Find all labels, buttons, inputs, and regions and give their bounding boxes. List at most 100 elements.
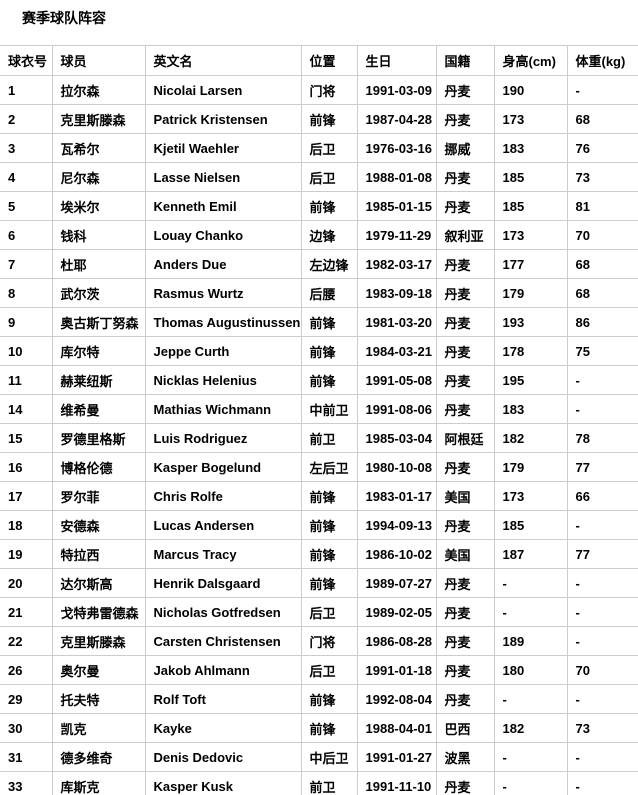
cell-jersey-number: 22: [0, 626, 52, 656]
cell-nationality: 丹麦: [435, 365, 494, 395]
table-row: 4 尼尔森 Lasse Nielsen 后卫 1988-01-08 丹麦 185 73: [0, 162, 638, 192]
cell-jersey-number: 4: [0, 162, 52, 192]
cell-weight: 73: [566, 162, 638, 192]
cell-birthday: 1983-01-17: [356, 481, 436, 511]
cell-weight: -: [566, 742, 638, 772]
cell-birthday: 1985-03-04: [356, 423, 436, 453]
cell-player-name: 特拉西: [51, 539, 145, 569]
cell-birthday: 1986-08-28: [356, 626, 436, 656]
table-row: 5 埃米尔 Kenneth Emil 前锋 1985-01-15 丹麦 185 81: [0, 191, 638, 221]
cell-position: 后卫: [300, 133, 357, 163]
roster-table-body: 1 拉尔森 Nicolai Larsen 门将 1991-03-09 丹麦 190-2 克里斯…: [0, 75, 638, 795]
cell-birthday: 1976-03-16: [356, 133, 436, 163]
table-row: 29 托夫特 Rolf Toft 前锋 1992-08-04 丹麦 - -: [0, 684, 638, 714]
table-row: 1 拉尔森 Nicolai Larsen 门将 1991-03-09 丹麦 190-: [0, 75, 638, 105]
cell-height: -: [493, 568, 567, 598]
cell-position: 前锋: [300, 191, 357, 221]
cell-height: 173: [493, 220, 567, 250]
cell-position: 后卫: [300, 597, 357, 627]
cell-jersey-number: 33: [0, 771, 52, 795]
cell-jersey-number: 19: [0, 539, 52, 569]
table-row: 21 戈特弗雷德森 Nicholas Gotfredsen 后卫 1989-02-05 丹…: [0, 597, 638, 627]
cell-birthday: 1991-01-18: [356, 655, 436, 685]
cell-english-name: Luis Rodriguez: [144, 423, 301, 453]
cell-nationality: 丹麦: [435, 568, 494, 598]
cell-position: 前锋: [300, 336, 357, 366]
cell-jersey-number: 7: [0, 249, 52, 279]
cell-weight: 68: [566, 249, 638, 279]
cell-height: 185: [493, 191, 567, 221]
cell-english-name: Mathias Wichmann: [144, 394, 301, 424]
cell-birthday: 1979-11-29: [356, 220, 436, 250]
cell-birthday: 1985-01-15: [356, 191, 436, 221]
cell-nationality: 丹麦: [435, 394, 494, 424]
cell-height: 189: [493, 626, 567, 656]
cell-birthday: 1991-01-27: [356, 742, 436, 772]
table-row: 3 瓦希尔 Kjetil Waehler 后卫 1976-03-16 挪威 183 76: [0, 133, 638, 163]
cell-english-name: Kenneth Emil: [144, 191, 301, 221]
cell-player-name: 罗尔菲: [51, 481, 145, 511]
cell-weight: -: [566, 365, 638, 395]
table-row: 26 奥尔曼 Jakob Ahlmann 后卫 1991-01-18 丹麦 180 70: [0, 655, 638, 685]
cell-birthday: 1988-04-01: [356, 713, 436, 743]
cell-birthday: 1982-03-17: [356, 249, 436, 279]
cell-position: 前锋: [300, 568, 357, 598]
cell-player-name: 杜耶: [51, 249, 145, 279]
cell-player-name: 拉尔森: [51, 75, 145, 105]
cell-english-name: Carsten Christensen: [144, 626, 301, 656]
table-row: 30 凯克 Kayke 前锋 1988-04-01 巴西 182 73: [0, 713, 638, 743]
table-row: 17 罗尔菲 Chris Rolfe 前锋 1983-01-17 美国 173 66: [0, 481, 638, 511]
cell-english-name: Jeppe Curth: [144, 336, 301, 366]
cell-jersey-number: 26: [0, 655, 52, 685]
column-header-player-name: 球员: [51, 45, 145, 76]
cell-height: 182: [493, 423, 567, 453]
cell-weight: -: [566, 684, 638, 714]
cell-position: 前锋: [300, 307, 357, 337]
cell-player-name: 赫莱纽斯: [51, 365, 145, 395]
cell-height: -: [493, 771, 567, 795]
cell-player-name: 托夫特: [51, 684, 145, 714]
cell-english-name: Patrick Kristensen: [144, 104, 301, 134]
column-header-height: 身高(cm): [493, 45, 567, 76]
cell-nationality: 丹麦: [435, 104, 494, 134]
column-header-jersey-number: 球衣号: [0, 45, 52, 76]
cell-position: 边锋: [300, 220, 357, 250]
cell-player-name: 维希曼: [51, 394, 145, 424]
cell-jersey-number: 5: [0, 191, 52, 221]
table-row: 31 德多维奇 Denis Dedovic 中后卫 1991-01-27 波黑 - -: [0, 742, 638, 772]
cell-player-name: 罗德里格斯: [51, 423, 145, 453]
cell-position: 后卫: [300, 655, 357, 685]
column-header-nationality: 国籍: [435, 45, 494, 76]
column-header-birthday: 生日: [356, 45, 436, 76]
cell-birthday: 1984-03-21: [356, 336, 436, 366]
cell-weight: -: [566, 510, 638, 540]
cell-english-name: Lucas Andersen: [144, 510, 301, 540]
cell-nationality: 丹麦: [435, 307, 494, 337]
cell-height: 183: [493, 133, 567, 163]
cell-nationality: 丹麦: [435, 452, 494, 482]
cell-english-name: Kjetil Waehler: [144, 133, 301, 163]
cell-english-name: Jakob Ahlmann: [144, 655, 301, 685]
cell-weight: 86: [566, 307, 638, 337]
cell-height: 177: [493, 249, 567, 279]
cell-jersey-number: 11: [0, 365, 52, 395]
cell-english-name: Kasper Kusk: [144, 771, 301, 795]
cell-english-name: Anders Due: [144, 249, 301, 279]
cell-nationality: 美国: [435, 539, 494, 569]
cell-weight: -: [566, 568, 638, 598]
table-row: 8 武尔茨 Rasmus Wurtz 后腰 1983-09-18 丹麦 179 68: [0, 278, 638, 308]
cell-position: 前锋: [300, 684, 357, 714]
column-header-english-name: 英文名: [144, 45, 301, 76]
cell-birthday: 1992-08-04: [356, 684, 436, 714]
cell-birthday: 1989-07-27: [356, 568, 436, 598]
table-row: 33 库斯克 Kasper Kusk 前卫 1991-11-10 丹麦 - -: [0, 771, 638, 795]
table-row: 18 安德森 Lucas Andersen 前锋 1994-09-13 丹麦 185-: [0, 510, 638, 540]
cell-height: 190: [493, 75, 567, 105]
table-row: 20 达尔斯高 Henrik Dalsgaard 前锋 1989-07-27 丹麦 - -: [0, 568, 638, 598]
cell-player-name: 安德森: [51, 510, 145, 540]
cell-english-name: Nicholas Gotfredsen: [144, 597, 301, 627]
cell-height: 185: [493, 510, 567, 540]
cell-birthday: 1983-09-18: [356, 278, 436, 308]
cell-birthday: 1987-04-28: [356, 104, 436, 134]
cell-jersey-number: 8: [0, 278, 52, 308]
